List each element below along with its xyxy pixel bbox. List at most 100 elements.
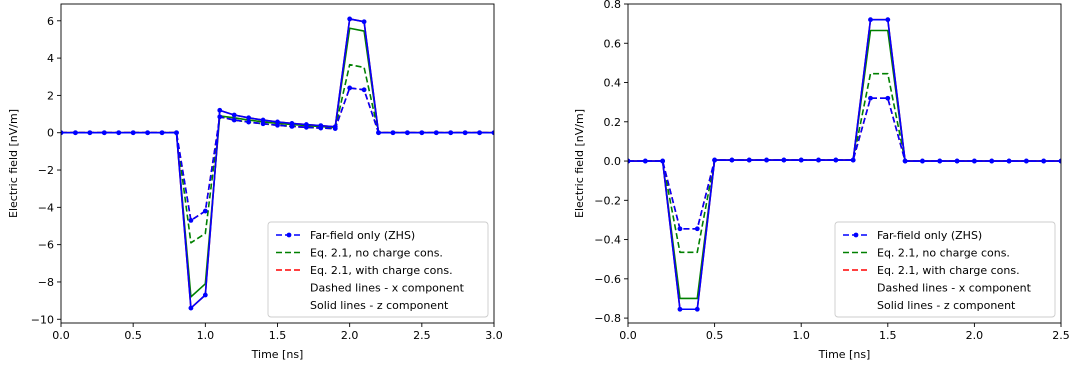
data-point — [902, 158, 908, 164]
data-point — [833, 157, 839, 163]
data-point — [642, 158, 648, 164]
data-point — [289, 123, 295, 129]
data-point — [87, 130, 93, 136]
y-tick-label: 0.8 — [604, 0, 622, 11]
x-tick-label: 0.0 — [52, 329, 70, 342]
legend-entry: Dashed lines - x component — [310, 282, 465, 295]
data-point — [217, 107, 223, 113]
data-point — [462, 130, 468, 136]
x-tick-label: 0.5 — [124, 329, 142, 342]
data-point — [217, 114, 223, 120]
y-tick-label: −4 — [38, 201, 54, 214]
data-point — [260, 121, 266, 127]
y-tick-label: 6 — [47, 15, 54, 28]
plot-area — [628, 17, 1061, 312]
data-point — [202, 208, 208, 214]
data-point — [390, 130, 396, 136]
data-point — [361, 19, 367, 25]
chart-panel-2: 0.0 0.5 1.0 1.5 2.0 2.5 0.8 0.6 0.4 0.2 0.0 −0.2 −0.… — [573, 0, 1070, 361]
x-tick-label: 2.0 — [341, 329, 359, 342]
data-point — [712, 157, 717, 163]
y-tick-label: 4 — [47, 52, 54, 65]
data-point — [764, 157, 769, 163]
legend-entry: Solid lines - z component — [310, 299, 449, 312]
data-point — [972, 158, 977, 164]
legend: Far-field only (ZHS) Eq. 2.1, no charge c… — [267, 221, 489, 318]
axes-frame — [627, 3, 1062, 324]
data-point — [275, 122, 280, 128]
x-tick-label: 0.5 — [706, 329, 724, 342]
legend-entry: Eq. 2.1, no charge cons. — [877, 247, 1010, 260]
data-point — [448, 130, 454, 136]
series-line-x-2 — [61, 87, 494, 222]
y-axis-label: Electric field [nV/m] — [7, 109, 20, 218]
x-tick-label: 2.0 — [966, 329, 984, 342]
data-point — [1041, 158, 1047, 164]
data-point — [116, 130, 122, 136]
data-point — [405, 130, 410, 136]
data-point — [628, 158, 631, 164]
data-point — [694, 226, 700, 232]
y-tick-label: 0.0 — [604, 155, 622, 168]
x-tick-label: 2.5 — [1052, 329, 1070, 342]
data-point — [677, 306, 683, 312]
data-point — [361, 87, 367, 93]
y-tick-label: −8 — [38, 276, 54, 289]
series-line-x-2 — [628, 97, 1061, 230]
data-point — [937, 158, 943, 164]
data-point — [419, 130, 425, 136]
y-tick-label: 0.6 — [604, 37, 622, 50]
data-point — [275, 119, 280, 125]
legend-entry: Solid lines - z component — [877, 299, 1016, 312]
data-point — [101, 130, 107, 136]
data-point — [159, 130, 165, 136]
y-tick-label: −0.2 — [594, 194, 621, 207]
legend-marker — [286, 232, 292, 238]
data-point — [433, 130, 439, 136]
legend-entry: Far-field only (ZHS) — [310, 229, 415, 242]
chart-panel-1: 0.0 0.5 1.0 1.5 2.0 2.5 3.0 6 4 2 0 −2 −4 −6 −8 −10 Time… — [7, 3, 503, 361]
x-axis-label: Time [ns] — [818, 348, 871, 361]
data-point — [188, 217, 194, 223]
data-point — [145, 130, 151, 136]
y-tick-label: 0.4 — [604, 77, 622, 90]
legend: Far-field only (ZHS) Eq. 2.1, no charge c… — [834, 221, 1056, 318]
y-tick-label: −6 — [38, 239, 54, 252]
data-point — [303, 124, 309, 130]
data-point — [694, 306, 700, 312]
data-point — [347, 16, 353, 22]
legend-entry: Dashed lines - x component — [877, 282, 1032, 295]
data-point — [885, 95, 891, 101]
x-tick-label: 2.5 — [413, 329, 431, 342]
legend-box — [267, 221, 489, 318]
data-point — [660, 158, 666, 164]
data-point — [318, 125, 324, 131]
data-point — [920, 158, 925, 164]
y-axis-label: Electric field [nV/m] — [573, 109, 586, 218]
y-tick-label: −0.4 — [594, 234, 621, 247]
legend-entry: Far-field only (ZHS) — [877, 229, 982, 242]
data-point — [73, 130, 78, 136]
data-point — [376, 130, 381, 136]
y-tick-label: 2 — [47, 89, 54, 102]
y-tick-label: −0.8 — [594, 312, 621, 325]
data-point — [1006, 158, 1012, 164]
data-point — [746, 157, 752, 163]
y-tick-label: −0.6 — [594, 273, 621, 286]
legend-entry: Eq. 2.1, with charge cons. — [877, 264, 1020, 277]
data-point — [174, 130, 179, 136]
y-tick-label: 0 — [47, 127, 54, 140]
legend-marker — [853, 232, 859, 238]
x-tick-label: 1.5 — [269, 329, 287, 342]
x-tick-label: 1.0 — [792, 329, 810, 342]
legend-entry: Eq. 2.1, with charge cons. — [310, 264, 453, 277]
data-point — [491, 130, 494, 136]
series-line-x-6 — [61, 87, 494, 222]
data-point — [202, 292, 208, 298]
data-point — [989, 158, 995, 164]
legend-box — [834, 221, 1056, 318]
data-point — [816, 157, 821, 163]
data-point — [61, 130, 64, 136]
data-point — [231, 117, 237, 123]
